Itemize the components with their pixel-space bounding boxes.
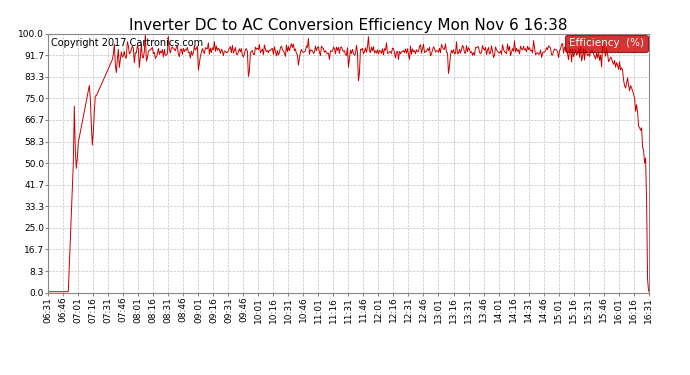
Text: Copyright 2017 Cartronics.com: Copyright 2017 Cartronics.com bbox=[51, 38, 204, 48]
Legend: Efficiency  (%): Efficiency (%) bbox=[565, 35, 647, 52]
Title: Inverter DC to AC Conversion Efficiency Mon Nov 6 16:38: Inverter DC to AC Conversion Efficiency … bbox=[129, 18, 568, 33]
